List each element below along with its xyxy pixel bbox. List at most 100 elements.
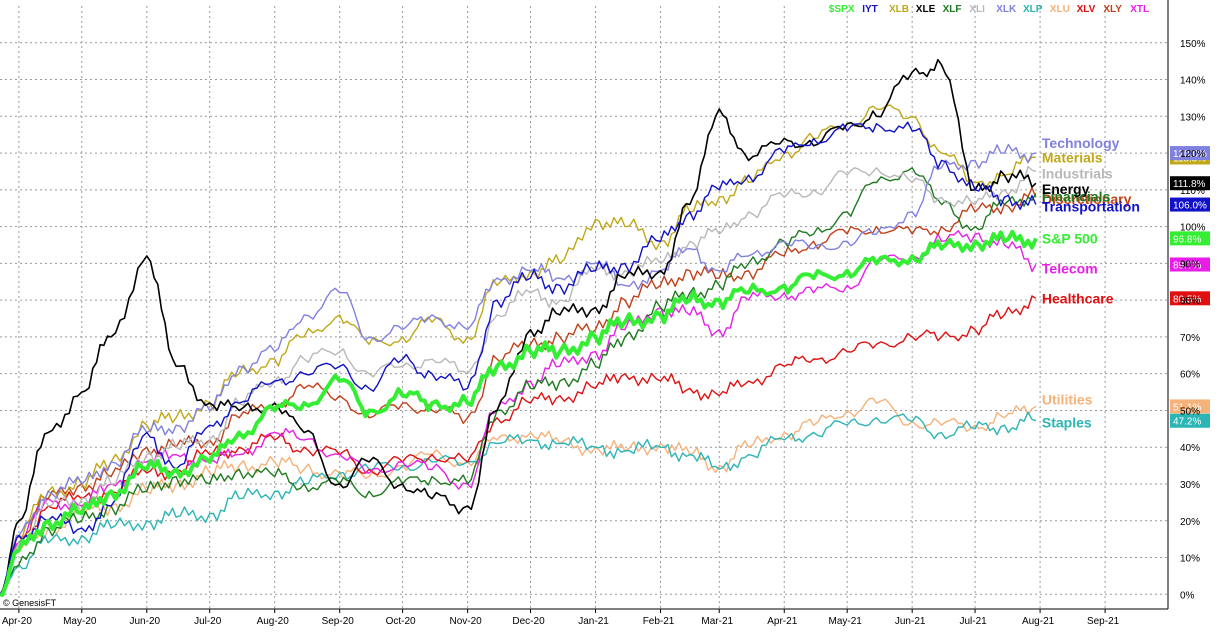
value-badge-xlp: 47.2% bbox=[1170, 413, 1210, 428]
x-tick-label: May-20 bbox=[63, 616, 97, 627]
line-label-financials: Financials bbox=[1042, 189, 1111, 205]
line-label-transportation: Transportation bbox=[1042, 199, 1140, 215]
x-tick-label: Oct-20 bbox=[386, 616, 416, 627]
x-tick-label: Aug-20 bbox=[257, 616, 290, 627]
x-tick-label: Apr-21 bbox=[767, 616, 797, 627]
series-line-xlk bbox=[0, 143, 1037, 595]
value-badge-xlu: 51.1% bbox=[1170, 399, 1210, 414]
x-tick-label: Jun-20 bbox=[129, 616, 160, 627]
line-label-discretionary: Discretionary bbox=[1042, 191, 1132, 207]
y-tick-label: 0% bbox=[1180, 590, 1195, 601]
value-badge-iyt: 106.0% bbox=[1170, 197, 1210, 212]
value-badge-xlk: 120.0% bbox=[1170, 146, 1210, 161]
y-tick-label: 40% bbox=[1180, 443, 1200, 454]
legend-item-xtl: XTL bbox=[1130, 4, 1149, 15]
y-tick-label: 100% bbox=[1180, 223, 1206, 234]
x-tick-label: Sep-21 bbox=[1087, 616, 1120, 627]
x-tick-label: May-21 bbox=[828, 616, 862, 627]
x-tick-label: Feb-21 bbox=[643, 616, 675, 627]
value-badge-bg bbox=[1170, 413, 1210, 428]
y-tick-label: 80% bbox=[1180, 296, 1200, 307]
x-tick-label: Jul-20 bbox=[194, 616, 222, 627]
value-badge-xtl: 89.7% bbox=[1170, 257, 1210, 272]
value-badge-text: 80.5% bbox=[1173, 294, 1201, 305]
series-line-xlu bbox=[0, 397, 1037, 595]
legend-item-xlv: XLV bbox=[1077, 4, 1096, 15]
y-tick-label: 10% bbox=[1180, 554, 1200, 565]
value-badge-bg bbox=[1170, 257, 1210, 272]
y-tick-label: 20% bbox=[1180, 517, 1200, 528]
x-tick-label: Nov-20 bbox=[449, 616, 482, 627]
x-tick-label: Jun-21 bbox=[895, 616, 926, 627]
legend-item-spx: $SPX bbox=[829, 4, 855, 15]
legend-item-xlp: XLP bbox=[1023, 4, 1043, 15]
series-line-xli bbox=[0, 166, 1037, 595]
value-badge-bg bbox=[1170, 291, 1210, 306]
legend-item-xly: XLY bbox=[1103, 4, 1122, 15]
y-tick-label: 140% bbox=[1180, 76, 1206, 87]
x-tick-label: Jul-21 bbox=[959, 616, 987, 627]
value-badge-bg bbox=[1170, 146, 1210, 161]
legend-item-xli: XLI bbox=[969, 4, 985, 15]
x-tick-label: Apr-20 bbox=[2, 616, 32, 627]
credit-text: © GenesisFT bbox=[3, 598, 57, 608]
x-tick-label: Jan-21 bbox=[578, 616, 609, 627]
line-label-technology: Technology bbox=[1042, 135, 1120, 151]
x-tick-label: Dec-20 bbox=[512, 616, 545, 627]
line-label-industrials: Industrials bbox=[1042, 165, 1113, 181]
legend-item-xlk: XLK bbox=[996, 4, 1017, 15]
y-tick-label: 50% bbox=[1180, 406, 1200, 417]
line-label-utilities: Utilities bbox=[1042, 391, 1093, 407]
legend-item-xle: XLE bbox=[916, 4, 936, 15]
y-tick-label: 120% bbox=[1180, 149, 1206, 160]
value-badge-text: 96.8% bbox=[1173, 234, 1201, 245]
series-line-xlf bbox=[0, 167, 1037, 596]
value-badge-text: 51.1% bbox=[1173, 402, 1201, 413]
line-label-healthcare: Healthcare bbox=[1042, 290, 1114, 306]
legend-item-xlb: XLB bbox=[889, 4, 909, 15]
value-badge-text: 111.8% bbox=[1173, 179, 1206, 190]
x-tick-label: Sep-20 bbox=[322, 616, 355, 627]
grid-layer bbox=[0, 6, 1168, 609]
legend-item-iyt: IYT bbox=[862, 4, 878, 15]
value-badge-bg bbox=[1170, 197, 1210, 212]
y-tick-label: 110% bbox=[1180, 186, 1205, 197]
series-line-xlp bbox=[0, 411, 1037, 595]
value-badge-text: 47.2% bbox=[1173, 417, 1201, 428]
legend: XTL XLY XLV XLU XLP XLK XLI XLF XLE XLB IYT $SPX bbox=[829, 4, 1149, 15]
value-badge-text: 89.7% bbox=[1173, 260, 1201, 271]
x-tick-label: Aug-21 bbox=[1022, 616, 1055, 627]
value-badge-bg bbox=[1170, 176, 1210, 191]
line-label-materials: Materials bbox=[1042, 149, 1103, 165]
x-tick-label: Mar-21 bbox=[701, 616, 733, 627]
value-badge-bg bbox=[1170, 399, 1210, 414]
y-tick-label: 30% bbox=[1180, 480, 1200, 491]
y-tick-label: 150% bbox=[1180, 39, 1206, 50]
y-tick-label: 130% bbox=[1180, 112, 1206, 123]
line-label-telecom: Telecom bbox=[1042, 260, 1098, 276]
legend-item-xlf: XLF bbox=[943, 4, 962, 15]
series-line-xtl bbox=[0, 230, 1037, 595]
line-label-s-p-500: S&P 500 bbox=[1042, 230, 1098, 246]
value-badge-bg bbox=[1170, 231, 1210, 246]
y-tick-label: 60% bbox=[1180, 370, 1200, 381]
series-line-xly bbox=[0, 187, 1037, 595]
value-badge-text: 106.0% bbox=[1173, 201, 1207, 212]
value-badge-xle: 111.8% bbox=[1170, 176, 1210, 191]
line-label-layer: Utilities 51.1% Staples 47.2% Healthcare 80.5… bbox=[1042, 135, 1210, 431]
series-line-xle bbox=[0, 58, 1037, 595]
value-badge-spx: 96.8% bbox=[1170, 231, 1210, 246]
series-line-iyt bbox=[0, 121, 1037, 595]
line-label-energy: Energy bbox=[1042, 181, 1090, 197]
value-badge-xlv: 80.5% bbox=[1170, 291, 1210, 306]
value-badge-text: 120.0% bbox=[1173, 149, 1207, 160]
line-label-staples: Staples bbox=[1042, 415, 1092, 431]
series-line-spx bbox=[0, 229, 1038, 597]
legend-item-xlu: XLU bbox=[1050, 4, 1070, 15]
y-tick-label: 70% bbox=[1180, 333, 1200, 344]
y-tick-label: 90% bbox=[1180, 259, 1200, 270]
series-layer bbox=[0, 58, 1038, 597]
